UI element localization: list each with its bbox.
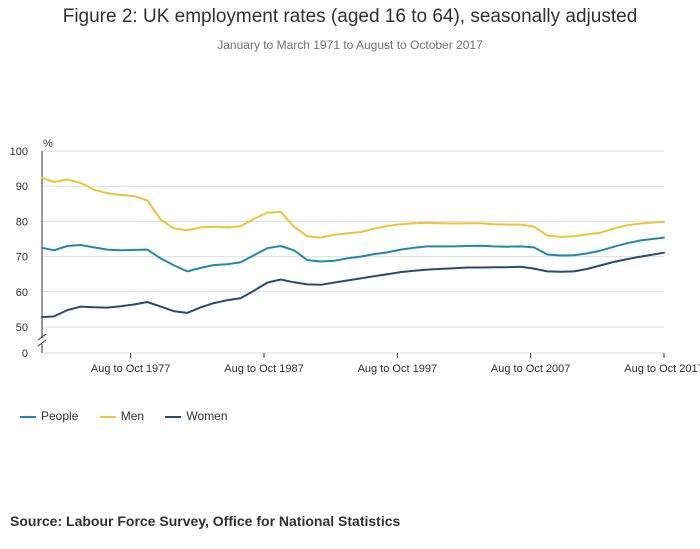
y-tick-label: 70	[16, 252, 28, 264]
x-tick-label: Aug to Oct 1997	[358, 363, 438, 375]
legend-swatch-women	[165, 415, 182, 418]
axes	[37, 151, 665, 358]
legend-label-men: Men	[120, 409, 145, 423]
legend-item-men[interactable]: Men	[99, 409, 145, 423]
y-tick-label: 90	[16, 181, 28, 193]
y-tick-label: 50	[16, 322, 28, 334]
legend-label-people: People	[41, 409, 79, 423]
y-tick-label: 60	[16, 287, 28, 299]
chart-title: Figure 2: UK employment rates (aged 16 t…	[62, 6, 638, 27]
legend-item-women[interactable]: Women	[165, 409, 228, 423]
series-lines	[41, 176, 665, 319]
legend-label-women: Women	[186, 409, 228, 423]
axis-break-mark	[37, 339, 47, 347]
chart-subtitle: January to March 1971 to August to Octob…	[217, 38, 483, 52]
x-tick-label: Aug to Oct 2017	[624, 363, 700, 375]
y-tick-label: 100	[10, 146, 28, 158]
tick-labels: 100 90 80 70 60 50 0% Aug to Oct 1977 Aug to Oct…	[10, 138, 700, 375]
gridlines	[42, 150, 664, 354]
legend-swatch-people	[20, 415, 36, 418]
legend-swatch-men	[99, 415, 116, 418]
series-line-people	[41, 236, 665, 273]
y-axis-unit-label: %	[43, 138, 53, 150]
series-line-men	[41, 176, 665, 239]
y-tick-label: 80	[16, 216, 28, 228]
x-tick-label: Aug to Oct 2007	[491, 363, 571, 375]
source-note: Source: Labour Force Survey, Office for …	[10, 513, 401, 529]
x-tick-label: Aug to Oct 1977	[91, 363, 171, 375]
legend: People Men Women	[20, 409, 246, 423]
legend-item-people[interactable]: People	[20, 409, 78, 423]
y-tick-label: 0	[22, 348, 28, 360]
axis-break-mark	[37, 333, 47, 341]
series-line-women	[41, 251, 665, 319]
x-tick-label: Aug to Oct 1987	[224, 363, 304, 375]
